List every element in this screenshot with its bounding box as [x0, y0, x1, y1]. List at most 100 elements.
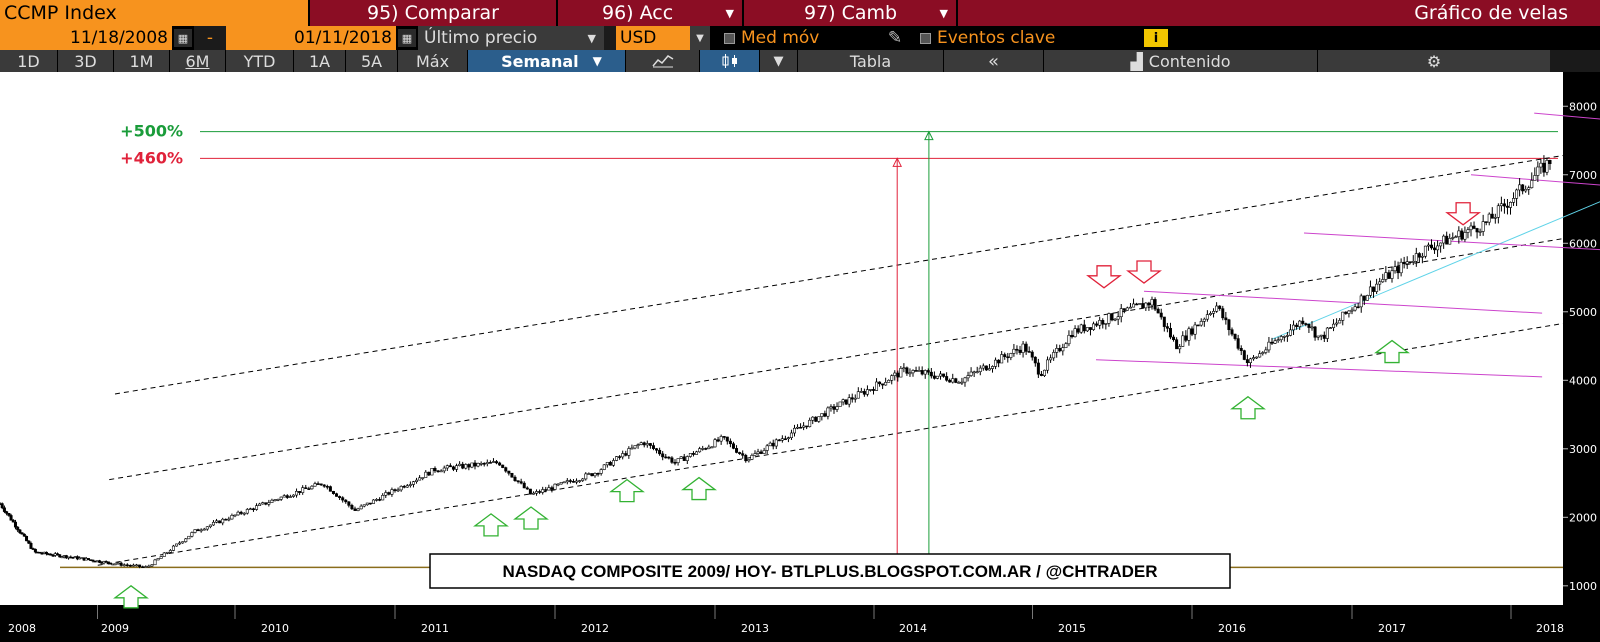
candle-body [310, 485, 314, 490]
candle-body [1138, 303, 1142, 305]
content-button[interactable]: ▟ Contenido [1044, 50, 1318, 72]
period-1d[interactable]: 1D [0, 50, 58, 72]
candle-body [792, 427, 796, 434]
candle-body [1049, 357, 1053, 361]
info-icon[interactable]: i [1144, 29, 1168, 47]
candle-body [344, 499, 348, 503]
candle-body [255, 505, 259, 510]
calendar-icon[interactable]: ▦ [174, 29, 192, 47]
candle-body [704, 448, 708, 450]
candle-body [218, 520, 222, 524]
candle-body [507, 470, 511, 474]
candle-body [482, 462, 486, 465]
candle-body [1187, 328, 1191, 341]
acc-menu[interactable]: 96) Acc ▼ [558, 0, 744, 26]
moving-avg-toggle[interactable]: Med móv [710, 26, 870, 50]
chevron-down-icon[interactable]: ▼ [690, 26, 710, 50]
gear-icon[interactable]: ⚙ [1318, 50, 1550, 72]
resistance-arrow [1126, 260, 1162, 284]
line-chart-icon[interactable] [626, 50, 700, 72]
candle-body [1509, 202, 1513, 208]
end-date-field[interactable]: 01/11/2018 [226, 26, 396, 50]
ticker-field[interactable]: CCMP Index [0, 0, 310, 26]
annotation-label: +460% [120, 148, 183, 167]
candle-body [1381, 279, 1385, 283]
candle-body [1350, 309, 1354, 312]
candle-body [805, 425, 809, 428]
candle-body [1181, 335, 1185, 347]
candle-body [645, 443, 649, 446]
pencil-icon[interactable]: ✎ [887, 28, 903, 48]
candle-body [1098, 320, 1102, 326]
candle-body [917, 370, 921, 372]
camb-menu[interactable]: 97) Camb ▼ [744, 0, 958, 26]
checkbox-icon [920, 32, 931, 44]
candle-body [1390, 270, 1394, 279]
candle-body [535, 491, 539, 494]
support-arrow [113, 585, 149, 609]
candle-body [187, 535, 191, 540]
candle-body [1353, 306, 1357, 311]
candle-body [942, 373, 946, 377]
period-1a[interactable]: 1A [294, 50, 346, 72]
date-separator: - [194, 26, 226, 50]
start-date-field[interactable]: 11/18/2008 [0, 26, 172, 50]
candle-body [1024, 343, 1028, 352]
period-6m[interactable]: 6M [170, 50, 226, 72]
period-max[interactable]: Máx [398, 50, 468, 72]
period-ytd[interactable]: YTD [226, 50, 294, 72]
compare-button[interactable]: 95) Comparar [310, 0, 558, 26]
settings-toolbar: 11/18/2008 ▦ - 01/11/2018 ▦ Último preci… [0, 26, 1600, 50]
x-tick-label: 2009 [101, 622, 129, 635]
period-3d[interactable]: 3D [58, 50, 114, 72]
candle-body [685, 456, 689, 461]
candlestick-icon[interactable] [700, 50, 760, 72]
candle-body [636, 444, 640, 446]
candle-body [817, 416, 821, 422]
candle-body [18, 529, 22, 534]
candle-body [701, 448, 705, 450]
candle-body [1030, 351, 1034, 358]
candle-body [768, 442, 772, 447]
candle-body [1255, 356, 1259, 359]
double-chevron-left-icon[interactable]: « [944, 50, 1044, 72]
period-1m[interactable]: 1M [114, 50, 170, 72]
candle-body [513, 476, 517, 481]
candle-body [1463, 232, 1467, 240]
candle-body [911, 370, 915, 374]
table-label: Tabla [849, 51, 892, 71]
candle-body [242, 512, 246, 515]
candle-body [759, 451, 763, 454]
candle-body [147, 565, 151, 568]
candle-body [122, 564, 126, 567]
support-arrow [609, 478, 645, 503]
candle-body [1530, 180, 1534, 188]
candle-body [963, 377, 967, 383]
candle-body [1009, 353, 1013, 358]
candle-body [1493, 217, 1497, 219]
calendar-icon[interactable]: ▦ [398, 29, 416, 47]
y-tick-label: 3000 [1569, 443, 1597, 456]
candle-body [1088, 327, 1092, 330]
candle-body [954, 378, 958, 383]
candle-body [602, 464, 606, 470]
chart-type-label: Gráfico de velas [1414, 2, 1568, 24]
candle-body [1245, 359, 1249, 364]
candle-body [691, 453, 695, 455]
candle-body [1172, 336, 1176, 341]
candle-body [221, 518, 225, 524]
candle-body [990, 366, 994, 369]
candle-body [1502, 203, 1506, 207]
frequency-select[interactable]: Semanal ▼ [468, 50, 626, 72]
candle-body [1233, 333, 1237, 339]
key-events-toggle[interactable]: Eventos clave [920, 26, 1144, 50]
period-5a[interactable]: 5A [346, 50, 398, 72]
candle-body [948, 379, 952, 383]
candle-body [1218, 305, 1222, 309]
candle-body [584, 473, 588, 480]
currency-select[interactable]: USD [616, 26, 690, 50]
chevron-down-icon[interactable]: ▼ [760, 50, 798, 72]
candle-body [896, 372, 900, 378]
table-button[interactable]: Tabla [798, 50, 944, 72]
price-field-select[interactable]: Último precio ▼ [418, 26, 604, 50]
